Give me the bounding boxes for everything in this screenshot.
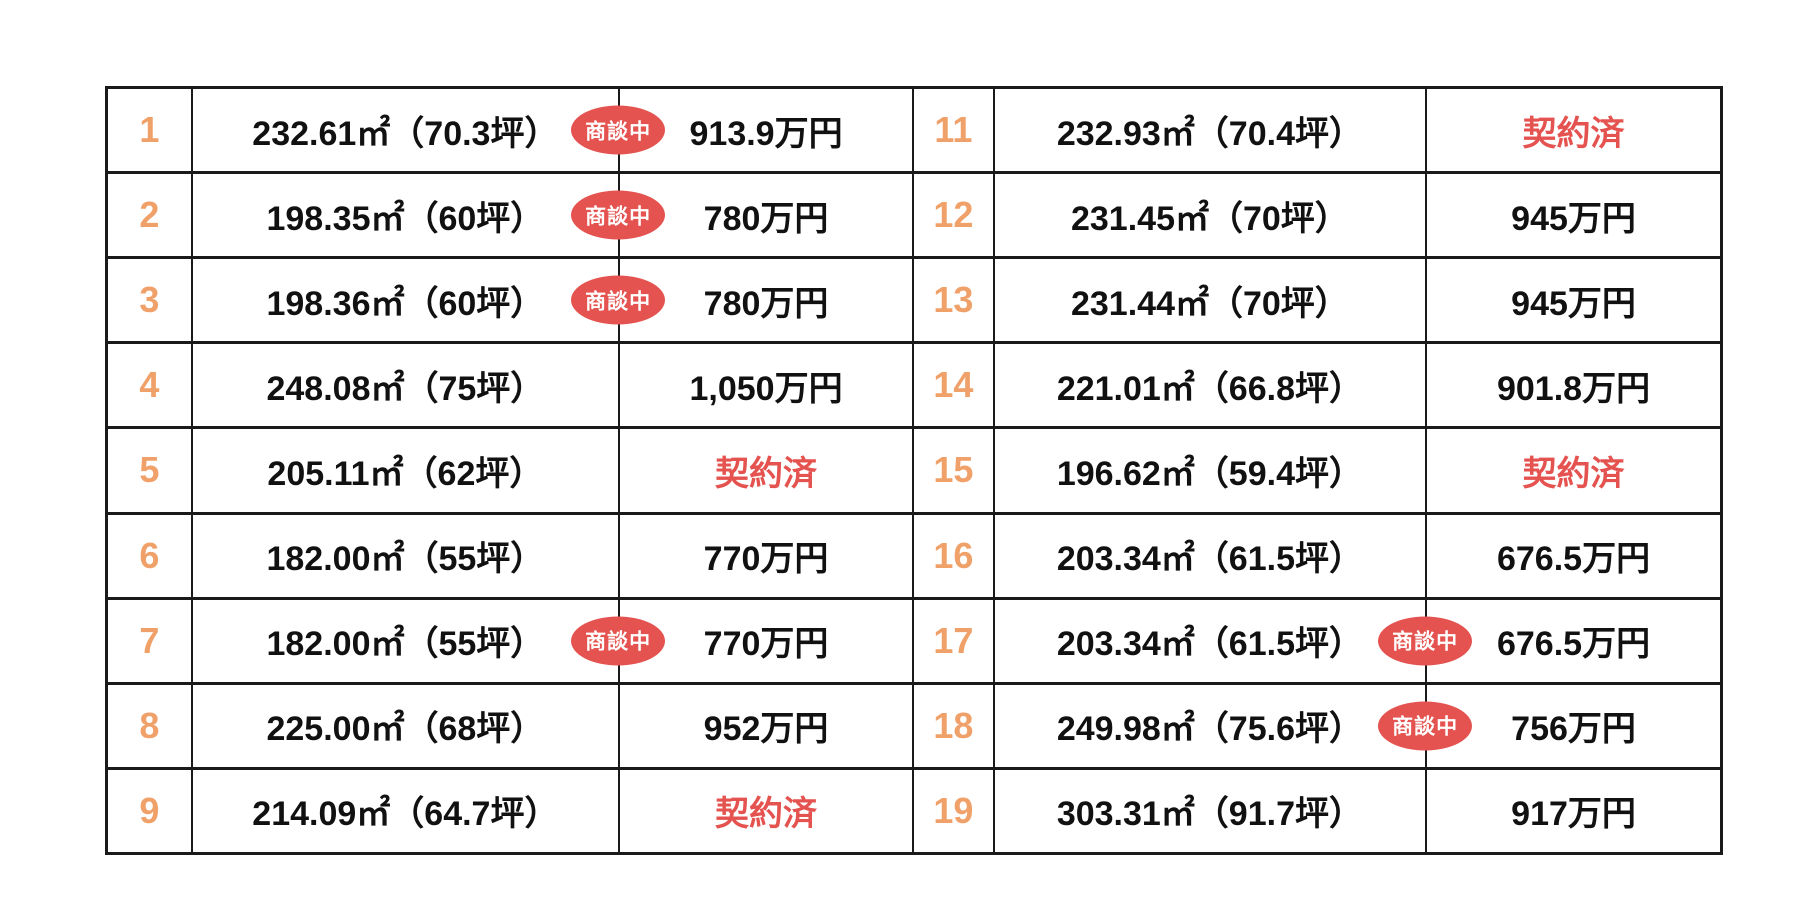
lot-number: 16: [912, 514, 993, 597]
lot-area: 248.08㎡（75坪）: [190, 344, 618, 427]
lot-number: 3: [139, 279, 160, 321]
lot-area: 198.35㎡（60坪）: [190, 174, 618, 257]
negotiating-badge: 商談中: [1378, 701, 1473, 751]
lot-price: 945万円: [1425, 174, 1720, 257]
lot-number: 12: [912, 174, 993, 257]
table-row: 1 232.61㎡（70.3坪） 913.9万円 11 232.93㎡（70.4…: [108, 89, 1720, 172]
lot-status-sold: 契約済: [1425, 89, 1720, 172]
table-row: 5 205.11㎡（62坪） 契約済 15 196.62㎡（59.4坪） 契約済: [108, 426, 1720, 512]
negotiating-badge: 商談中: [571, 275, 666, 325]
lot-area: 214.09㎡（64.7坪）: [190, 769, 618, 852]
lot-area: 303.31㎡（91.7坪）: [992, 769, 1425, 852]
lot-number: 5: [139, 449, 160, 491]
lot-area: 232.61㎡（70.3坪）: [190, 89, 618, 172]
lot-area: 205.11㎡（62坪）: [190, 429, 618, 512]
lot-price: 901.8万円: [1425, 344, 1720, 427]
lot-area: 225.00㎡（68坪）: [190, 684, 618, 767]
table-row: 9 214.09㎡（64.7坪） 契約済 19 303.31㎡（91.7坪） 9…: [108, 766, 1720, 852]
table-row: 7 182.00㎡（55坪） 770万円 17 203.34㎡（61.5坪） 6…: [108, 596, 1720, 682]
lot-area: 203.34㎡（61.5坪）: [992, 599, 1425, 682]
lot-number: 9: [139, 789, 160, 831]
lot-number: 11: [912, 89, 993, 172]
lot-price: 945万円: [1425, 259, 1720, 342]
table-row: 4 248.08㎡（75坪） 1,050万円 14 221.01㎡（66.8坪）…: [108, 341, 1720, 427]
lot-price: 1,050万円: [618, 344, 912, 427]
lot-price: 770万円: [618, 514, 912, 597]
lot-area: 231.44㎡（70坪）: [992, 259, 1425, 342]
table-row: 2 198.35㎡（60坪） 780万円 12 231.45㎡（70坪） 945…: [108, 171, 1720, 257]
lot-number: 14: [912, 344, 993, 427]
lot-area: 231.45㎡（70坪）: [992, 174, 1425, 257]
lot-area: 198.36㎡（60坪）: [190, 259, 618, 342]
lot-price: 780万円: [618, 259, 912, 342]
lot-price: 917万円: [1425, 769, 1720, 852]
lot-area: 203.34㎡（61.5坪）: [992, 514, 1425, 597]
lot-number: 1: [139, 109, 160, 151]
lot-price-table: 1 232.61㎡（70.3坪） 913.9万円 11 232.93㎡（70.4…: [105, 86, 1723, 855]
lot-area: 232.93㎡（70.4坪）: [992, 89, 1425, 172]
lot-number: 6: [139, 534, 160, 576]
lot-number: 4: [139, 364, 160, 406]
table-row: 6 182.00㎡（55坪） 770万円 16 203.34㎡（61.5坪） 6…: [108, 511, 1720, 597]
negotiating-badge: 商談中: [571, 616, 666, 666]
lot-status-sold: 契約済: [618, 769, 912, 852]
lot-number: 7: [139, 619, 160, 661]
lot-number: 2: [139, 194, 160, 236]
table-row: 8 225.00㎡（68坪） 952万円 18 249.98㎡（75.6坪） 7…: [108, 681, 1720, 767]
lot-status-sold: 契約済: [1425, 429, 1720, 512]
lot-number: 8: [139, 704, 160, 746]
lot-price: 780万円: [618, 174, 912, 257]
lot-number: 13: [912, 259, 993, 342]
lot-area: 249.98㎡（75.6坪）: [992, 684, 1425, 767]
lot-price: 913.9万円: [618, 89, 912, 172]
lot-area: 182.00㎡（55坪）: [190, 599, 618, 682]
lot-area: 221.01㎡（66.8坪）: [992, 344, 1425, 427]
lot-number: 18: [912, 684, 993, 767]
lot-price: 952万円: [618, 684, 912, 767]
lot-price: 676.5万円: [1425, 514, 1720, 597]
lot-number: 19: [912, 769, 993, 852]
lot-number: 17: [912, 599, 993, 682]
lot-area: 196.62㎡（59.4坪）: [992, 429, 1425, 512]
negotiating-badge: 商談中: [571, 105, 666, 155]
lot-status-sold: 契約済: [618, 429, 912, 512]
negotiating-badge: 商談中: [1378, 616, 1473, 666]
lot-number: 15: [912, 429, 993, 512]
table-row: 3 198.36㎡（60坪） 780万円 13 231.44㎡（70坪） 945…: [108, 256, 1720, 342]
negotiating-badge: 商談中: [571, 190, 666, 240]
lot-area: 182.00㎡（55坪）: [190, 514, 618, 597]
